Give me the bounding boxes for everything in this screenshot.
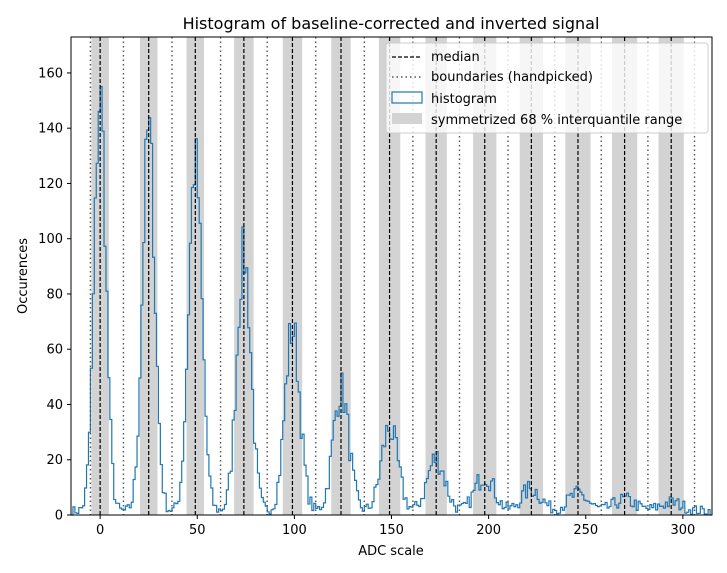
x-tick-label: 300 [670,523,695,538]
x-tick-label: 150 [379,523,404,538]
legend-boundary-label: boundaries (handpicked) [431,70,593,85]
legend: median boundaries (handpicked) histogram… [385,42,709,134]
legend-band-swatch [392,113,422,124]
x-tick-label: 100 [282,523,307,538]
histogram-step-line [71,86,712,516]
interquantile-band [186,37,205,515]
interquantile-band [473,37,497,515]
interquantile-band [331,37,351,515]
interquantile-band [282,37,303,515]
y-tick-label: 0 [55,509,63,524]
legend-median-label: median [431,50,480,65]
y-tick-label: 60 [46,343,63,358]
y-axis: 0 20 40 60 80 100 120 140 160 [38,66,71,524]
y-axis-label: Occurences [16,238,31,314]
y-tick-label: 140 [38,122,63,137]
x-tick-label: 0 [96,523,104,538]
legend-box [385,42,709,134]
boundary-lines [89,37,696,515]
y-tick-label: 40 [46,398,63,413]
x-tick-label: 50 [189,523,206,538]
interquantile-band [425,37,447,515]
x-axis-label: ADC scale [358,544,424,559]
chart-title: Histogram of baseline-corrected and inve… [183,14,600,33]
legend-band-label: symmetrized 68 % interquantile range [431,113,682,128]
x-tick-label: 200 [476,523,501,538]
y-tick-label: 120 [38,177,63,192]
y-tick-label: 160 [38,66,63,81]
y-tick-label: 80 [46,287,63,302]
histogram-series [71,86,712,516]
interquantile-band [234,37,254,515]
interquantile-band [519,37,544,515]
y-tick-label: 100 [38,232,63,247]
legend-histogram-label: histogram [431,92,497,107]
x-tick-label: 250 [573,523,598,538]
legend-histogram-swatch [391,91,423,104]
interquantile-band [378,37,401,515]
y-tick-label: 20 [46,453,63,468]
x-axis: 0 50 100 150 200 250 300 [96,515,695,538]
